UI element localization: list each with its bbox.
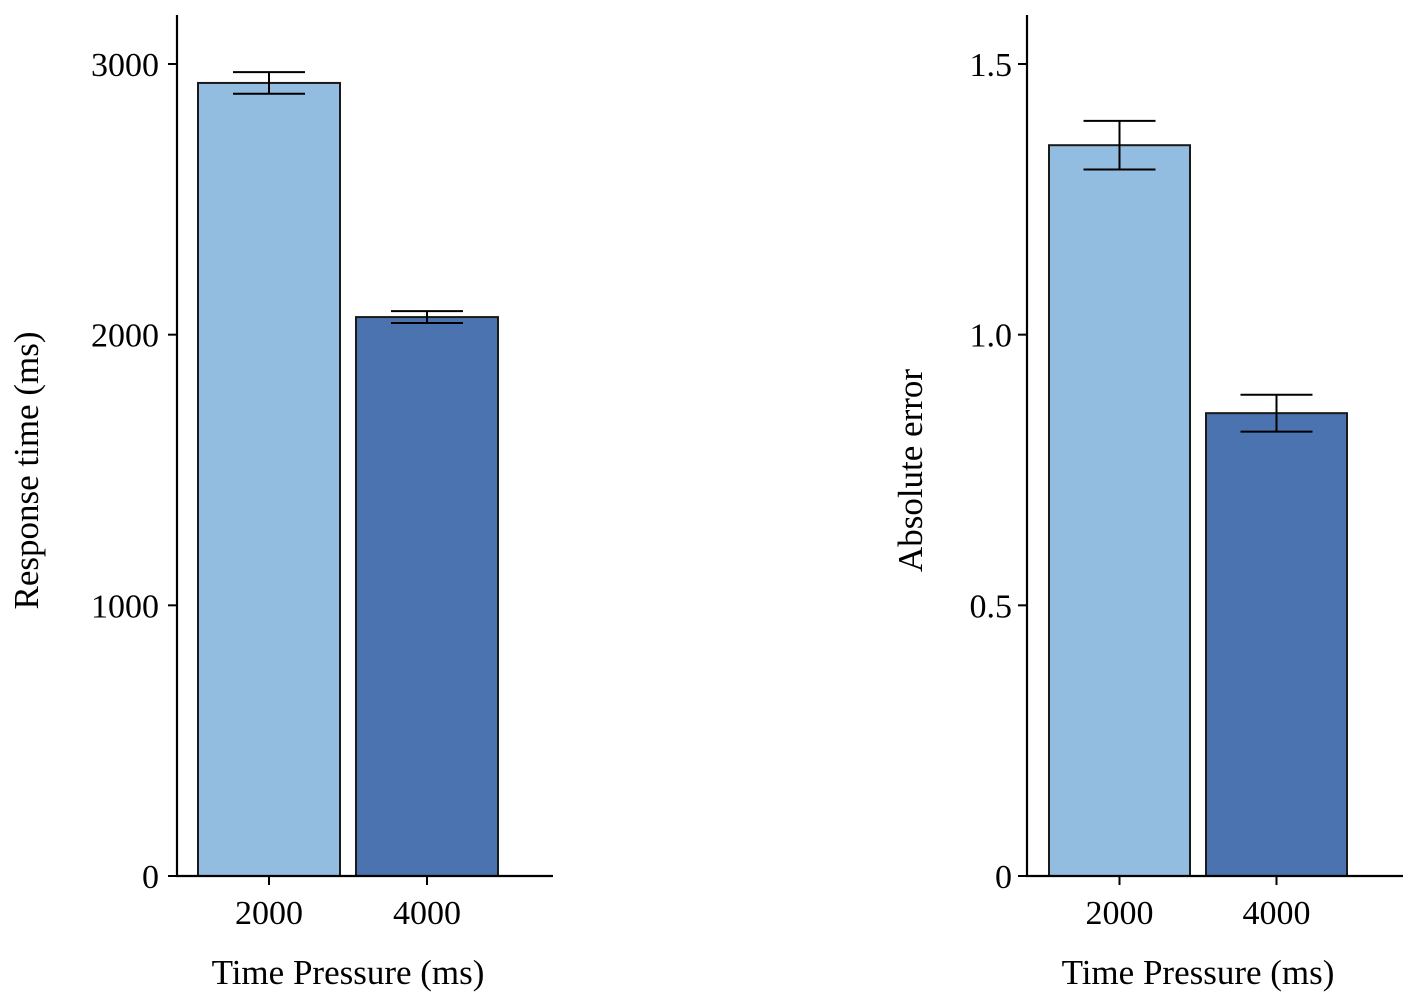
bar-2000: [1048, 144, 1191, 877]
y-axis-title: Response time (ms): [7, 331, 46, 609]
absolute-error-panel: 2000 4000 0 0.5 1.0 1.5 Time Pressure (ms) Abso…: [891, 15, 1403, 992]
bar-4000: [355, 316, 499, 878]
y-tick-label: 1.5: [970, 47, 1013, 84]
x-tick-label: 4000: [393, 895, 461, 932]
x-axis-title: Time Pressure (ms): [1062, 953, 1335, 992]
response-time-panel: 2000 4000 0 1000 2000 3000 Time Pressure (ms) R…: [7, 15, 553, 992]
x-tick-label: 4000: [1243, 895, 1311, 932]
y-tick-label: 0: [995, 859, 1012, 896]
x-tick-label: 2000: [235, 895, 303, 932]
y-tick-label: 0: [142, 859, 159, 896]
y-tick-label: 0.5: [970, 588, 1013, 625]
y-tick-label: 3000: [91, 47, 159, 84]
y-tick-label: 1000: [91, 588, 159, 625]
x-tick-label: 2000: [1086, 895, 1154, 932]
y-tick-label: 1.0: [970, 318, 1013, 355]
y-tick-label: 2000: [91, 318, 159, 355]
x-axis-title: Time Pressure (ms): [212, 953, 485, 992]
bar-4000: [1205, 412, 1348, 877]
y-axis-title: Absolute error: [891, 369, 930, 572]
bar-2000: [197, 81, 341, 878]
